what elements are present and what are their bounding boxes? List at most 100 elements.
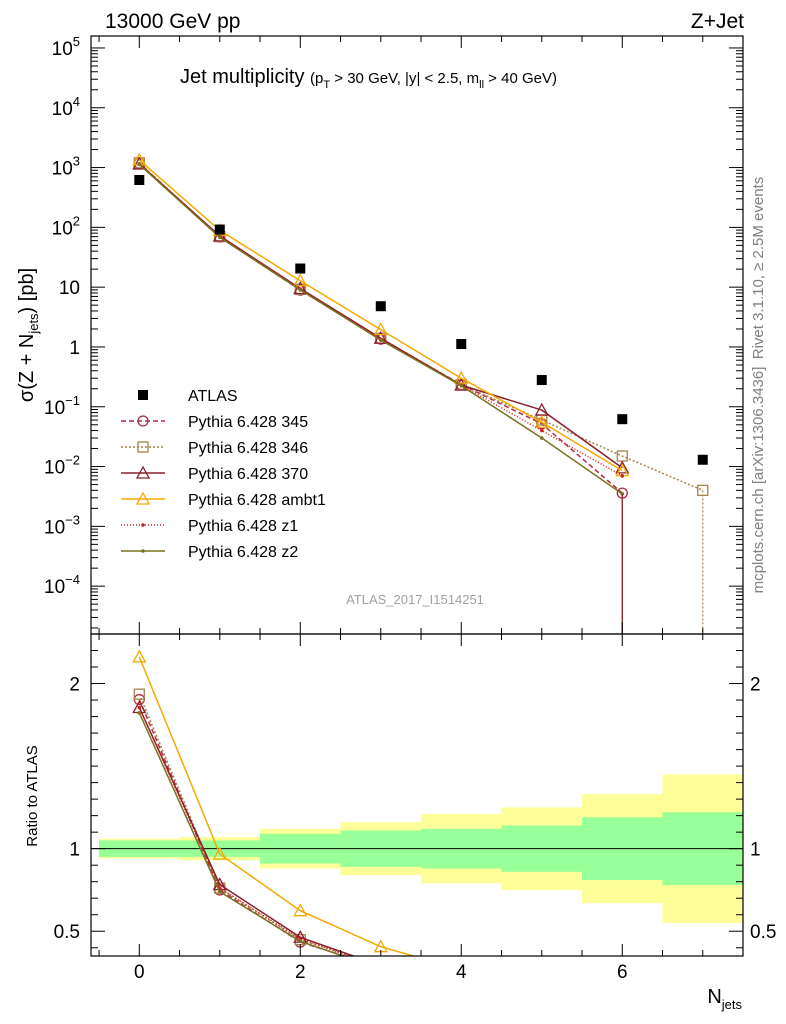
y-axis-label: σ(Z + Njets) [pb] [16, 268, 41, 402]
ratio-point-5 [620, 1003, 624, 1007]
series-point-5 [539, 436, 544, 440]
series-point-5 [217, 235, 222, 240]
y-tick-label: 10−4 [44, 572, 80, 598]
ratio-line-2 [138, 707, 356, 956]
legend-label-data: ATLAS [188, 388, 238, 405]
series-point-5 [459, 383, 464, 388]
x-tick-label: 6 [617, 962, 628, 983]
legend-marker-3 [135, 491, 151, 505]
y-tick-label: 10−1 [44, 393, 80, 419]
y-tick-label: 10 [59, 278, 80, 299]
ratio-point-1 [376, 961, 386, 971]
ratio-point-2 [540, 954, 543, 956]
data-point [214, 224, 225, 235]
x-tick-label: 2 [295, 962, 306, 983]
ratio-point-1 [537, 973, 547, 983]
ratio-tick-label: 2 [69, 675, 80, 696]
y-tick-label: 10−2 [44, 453, 80, 479]
ratio-point-5 [217, 889, 222, 894]
ratio-tick-label-right: 1 [750, 840, 761, 861]
plot-title-main: Jet multiplicity [180, 66, 304, 88]
y-tick-label: 104 [52, 94, 80, 120]
data-point [375, 301, 386, 312]
ratio-point-4 [620, 993, 624, 997]
y-tick-label: 103 [52, 154, 80, 180]
ratio-point-3 [293, 903, 308, 917]
y-tick-label: 102 [52, 213, 80, 239]
legend-marker-2 [135, 465, 151, 479]
ratio-point-0 [537, 978, 547, 988]
ratio-line-3 [138, 656, 417, 956]
data-point [295, 263, 306, 274]
series-point-4 [539, 428, 544, 433]
series-point-5 [298, 288, 303, 292]
ratio-tick-label-right: 2 [750, 675, 761, 696]
ratio-point-4 [137, 705, 142, 710]
ratio-point-0 [376, 962, 386, 972]
ratio-point-3 [132, 649, 147, 663]
legend-marker-4 [141, 523, 145, 527]
legend-label-1: Pythia 6.428 346 [188, 440, 308, 457]
x-tick-label: 4 [456, 962, 467, 983]
data-points [134, 174, 708, 465]
data-point [536, 375, 547, 386]
legend-marker-5 [141, 549, 145, 553]
ratio-point-3 [536, 975, 548, 986]
y-tick-label: 105 [52, 34, 80, 60]
series-point-4 [620, 474, 625, 478]
data-point [134, 174, 145, 185]
header-right: Z+Jet [691, 10, 744, 33]
plot-title: Jet multiplicity (pT > 30 GeV, |y| < 2.5… [180, 66, 557, 91]
ratio-point-4 [540, 988, 544, 992]
legend-label-0: Pythia 6.428 345 [188, 414, 308, 431]
ratio-point-5 [137, 711, 142, 715]
ratio-point-5 [298, 939, 303, 944]
mcplots-label: mcplots.cern.ch [arXiv:1306.3436] [750, 367, 767, 594]
ratio-point-1 [698, 958, 708, 968]
legend-marker-data [138, 390, 148, 400]
legend-marker-0 [137, 415, 149, 427]
legend-label-4: Pythia 6.428 z1 [188, 518, 298, 535]
data-point [617, 414, 628, 425]
ratio-series [132, 649, 708, 1009]
legend-label-3: Pythia 6.428 ambt1 [188, 492, 326, 509]
series-point-2 [615, 460, 630, 474]
ratio-tick-label: 0.5 [54, 922, 80, 943]
ratio-tick-label: 1 [69, 840, 80, 861]
ratio-point-3 [212, 846, 227, 860]
series-point-3 [454, 370, 469, 384]
ratio-point-4 [379, 966, 383, 970]
ratio-tick-label-right: 0.5 [750, 922, 776, 943]
ratio-point-2 [375, 960, 387, 971]
y-tick-label: 1 [69, 338, 80, 359]
watermark: ATLAS_2017_I1514251 [346, 592, 484, 607]
ratio-point-0 [617, 999, 627, 1009]
series-point-3 [534, 414, 549, 428]
series-point-3 [373, 322, 388, 336]
ratio-point-3 [616, 985, 628, 996]
legend-label-5: Pythia 6.428 z2 [188, 544, 298, 561]
header-left: 13000 GeV pp [105, 10, 240, 33]
ratio-frame [90, 633, 744, 957]
data-point [456, 339, 467, 350]
series-point-5 [137, 162, 142, 167]
mc-series [132, 152, 709, 634]
legend-label-2: Pythia 6.428 370 [188, 466, 308, 483]
x-tick-label: 0 [134, 962, 145, 983]
rivet-label: Rivet 3.1.10, ≥ 2.5M events [750, 177, 767, 360]
series-point-5 [378, 338, 383, 342]
legend: ATLAS Pythia 6.428 345 Pythia 6.428 346 Pyt… [121, 388, 326, 561]
data-point [697, 454, 708, 465]
x-axis-label: Njets [707, 986, 742, 1012]
ratio-axis-label: Ratio to ATLAS [24, 745, 41, 846]
ratio-point-2 [616, 982, 628, 993]
ratio-point-1 [133, 688, 145, 700]
data-uncertainty-bands [91, 774, 743, 923]
y-tick-label: 10−3 [44, 512, 80, 538]
series-point-1 [294, 283, 306, 295]
ratio-point-5 [379, 967, 383, 971]
legend-marker-1 [137, 441, 149, 453]
plot-title-cuts: (pT > 30 GeV, |y| < 2.5, mll > 40 GeV) [310, 70, 557, 91]
